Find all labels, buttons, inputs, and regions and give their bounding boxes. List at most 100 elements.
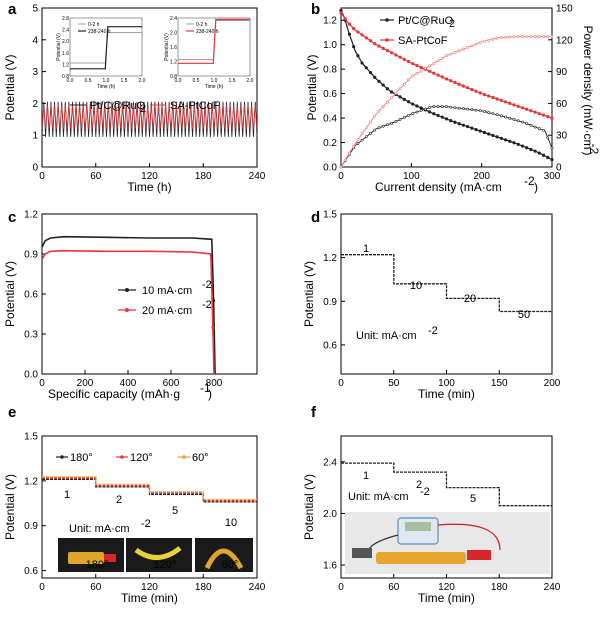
panel-b-point bbox=[529, 109, 533, 113]
panel-d-step-label: 10 bbox=[410, 280, 422, 292]
panel-b-point bbox=[390, 96, 394, 100]
panel-a-inset-ytick: 0.8 bbox=[62, 74, 69, 80]
panel-c-ylabel: Potential (V) bbox=[3, 261, 17, 327]
panel-b-point bbox=[428, 106, 432, 109]
panel-b-point bbox=[525, 107, 529, 111]
panel-b-point bbox=[550, 116, 554, 120]
panel-a-inset-ytick: 2.8 bbox=[62, 16, 69, 22]
panel-b-point bbox=[461, 84, 465, 88]
panel-c-xtick-label: 400 bbox=[120, 378, 137, 389]
panel-b-point bbox=[402, 57, 406, 61]
panel-e-photo-label: 120° bbox=[154, 559, 177, 571]
panel-b-legend-sa: SA-PtCoF bbox=[398, 35, 448, 47]
panel-b-point bbox=[428, 69, 432, 73]
panel-b-point bbox=[482, 130, 487, 135]
panel-b-point bbox=[360, 33, 364, 37]
panel-e-step-label: 5 bbox=[172, 505, 178, 517]
panel-b-point bbox=[491, 112, 495, 116]
panel-d-xtick-label: 150 bbox=[491, 378, 508, 389]
panel-b-point bbox=[483, 39, 486, 43]
panel-b-point bbox=[407, 113, 410, 117]
panel-d-ytick-label: 0.6 bbox=[323, 340, 337, 351]
panel-b-point bbox=[487, 111, 491, 114]
panel-a-series-sa bbox=[41, 104, 258, 129]
panel-b-point bbox=[487, 132, 491, 136]
panel-b-point bbox=[398, 55, 402, 59]
panel-e-ytick-label: 0.9 bbox=[24, 521, 38, 532]
panel-b-xlabel-sup: -2 bbox=[524, 174, 535, 188]
panel-e-photo-label: 180° bbox=[86, 559, 109, 571]
panel-a-inset-xtick: 0.5 bbox=[85, 78, 92, 84]
panel-a-inset-xtick: 2.0 bbox=[247, 78, 254, 84]
panel-b-point bbox=[390, 51, 394, 55]
panel-b-ytick-label: 0.2 bbox=[323, 138, 337, 149]
panel-c-ytick-label: 0.3 bbox=[24, 330, 38, 341]
panel-b-legend-ptc: Pt/C@RuO bbox=[398, 15, 454, 27]
panel-a-ytick-label: 5 bbox=[32, 4, 38, 15]
panel-b-point bbox=[516, 119, 520, 123]
panel-e-xtick-label: 0 bbox=[39, 582, 45, 593]
panel-b-point bbox=[411, 112, 415, 115]
panel-a-inset-xtick: 1.0 bbox=[103, 78, 110, 84]
panel-b-point bbox=[364, 36, 368, 40]
panel-f-xtick-label: 180 bbox=[491, 582, 508, 593]
panel-a-xtick-label: 120 bbox=[141, 171, 158, 182]
panel-b-y2label-sup: -2 bbox=[587, 144, 600, 155]
panel-b-point bbox=[394, 53, 398, 57]
panel-b-point bbox=[402, 97, 406, 101]
panel-c-ytick-label: 0.9 bbox=[24, 250, 38, 261]
panel-b-point bbox=[512, 141, 516, 145]
panel-b-point bbox=[356, 54, 360, 58]
panel-b-point bbox=[436, 105, 440, 108]
panel-b-point bbox=[381, 83, 385, 87]
panel-b-point bbox=[512, 118, 516, 121]
panel-b-point bbox=[436, 59, 440, 63]
panel-b-point bbox=[542, 128, 545, 132]
panel-b-point bbox=[504, 115, 507, 119]
panel-e-legend-entry: 180° bbox=[70, 452, 93, 464]
panel-b-point bbox=[445, 54, 448, 58]
panel-b-point bbox=[482, 92, 487, 97]
panel-b-xtick-label: 100 bbox=[403, 171, 420, 182]
panel-a-inset-xtick: 0.5 bbox=[193, 78, 200, 84]
panel-f-xtick-label: 240 bbox=[544, 582, 561, 593]
panel-b-point bbox=[360, 138, 364, 142]
panel-b-point bbox=[432, 105, 436, 108]
panel-label-f: f bbox=[311, 404, 317, 421]
panel-b-point bbox=[491, 95, 495, 100]
panel-d-step-label: 1 bbox=[363, 243, 369, 255]
panel-b-point bbox=[525, 122, 529, 126]
panel-b-point bbox=[525, 146, 529, 150]
panel-b-point bbox=[495, 113, 499, 117]
panel-b-point bbox=[537, 35, 541, 39]
panel-b-point bbox=[474, 127, 478, 132]
panel-b-point bbox=[521, 120, 524, 124]
panel-b-point bbox=[521, 35, 524, 39]
panel-b-point bbox=[352, 26, 356, 31]
panel-e-xlabel: Time (min) bbox=[121, 591, 178, 605]
panel-b-point bbox=[377, 109, 381, 113]
panel-b-point bbox=[533, 149, 537, 153]
panel-b-point bbox=[457, 106, 461, 110]
panel-b-point bbox=[474, 42, 478, 46]
panel-f-step-label: 5 bbox=[470, 493, 476, 505]
panel-b-point bbox=[457, 82, 461, 86]
panel-b-point bbox=[348, 151, 351, 155]
panel-b-y2tick-label: 120 bbox=[556, 35, 573, 46]
panel-b-point bbox=[444, 117, 449, 121]
panel-a-inset-ytick: 2.0 bbox=[170, 31, 177, 37]
panel-b-point bbox=[470, 87, 474, 92]
panel-b-point bbox=[411, 102, 415, 106]
panel-b-point bbox=[491, 37, 495, 41]
panel-b-point bbox=[411, 62, 415, 66]
panel-b-point bbox=[449, 105, 453, 109]
panel-a-inset-xtick: 1.5 bbox=[229, 78, 236, 84]
panel-b-point bbox=[495, 36, 499, 40]
panel-a-inset-xtick: 2.0 bbox=[139, 78, 146, 84]
panel-e-photo-battery bbox=[68, 552, 104, 564]
panel-b-point bbox=[385, 87, 390, 91]
panel-b-point bbox=[368, 70, 373, 75]
panel-a-inset-legend: 0-2 h bbox=[88, 22, 100, 28]
panel-b-frame bbox=[340, 7, 553, 168]
panel-b-legend-marker-ptc bbox=[385, 18, 389, 22]
